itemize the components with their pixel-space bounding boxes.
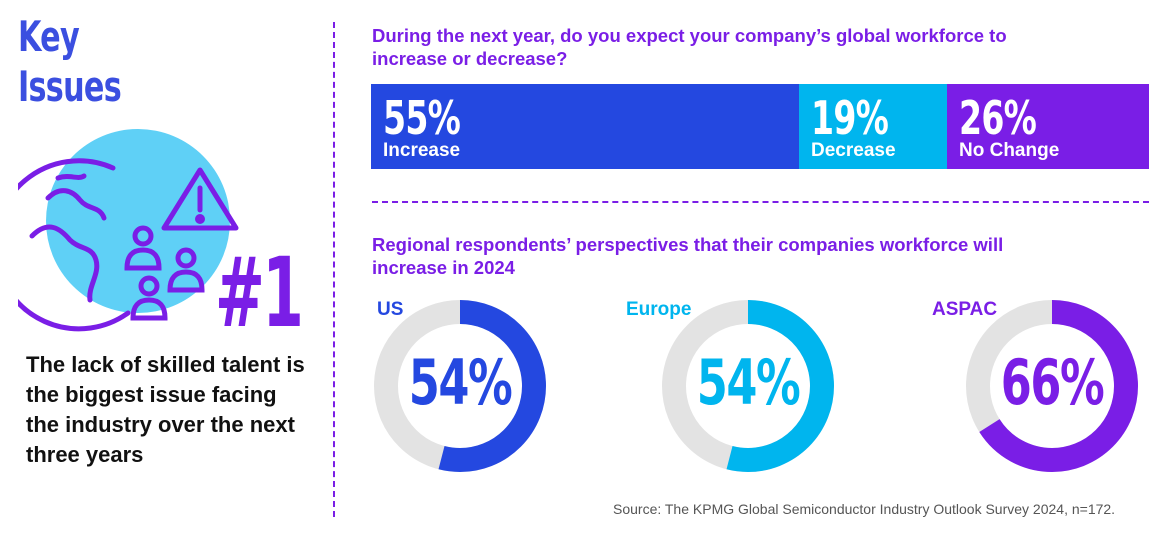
donut-value-label: 54%	[696, 346, 801, 419]
donut-arc-europe	[662, 300, 834, 472]
key-issue-statement: The lack of skilled talent is the bigges…	[26, 352, 305, 467]
title-line-1: Key	[18, 12, 80, 61]
bar-value-label: 55%	[383, 91, 461, 145]
donut-chart-europe: 54%	[658, 296, 838, 476]
page-title: Key Issues	[18, 12, 122, 112]
donut-arc-us	[374, 300, 546, 472]
rank-number: #1	[215, 237, 304, 349]
warning-icon	[161, 167, 239, 231]
title-line-2: Issues	[18, 62, 122, 111]
region-label-us: US	[377, 299, 404, 320]
donut-chart-us: 54%	[370, 296, 550, 476]
bar-category-label: No Change	[959, 140, 1060, 161]
workforce-stacked-bar: 55% Increase 19% Decrease 26% No Change	[371, 84, 1149, 169]
bar-category-label: Increase	[383, 140, 461, 161]
region-label-aspac: ASPAC	[932, 299, 998, 320]
horizontal-divider	[372, 201, 1149, 203]
donut-value-label: 54%	[408, 346, 513, 419]
source-note: Source: The KPMG Global Semiconductor In…	[613, 501, 1116, 517]
bar-value-label: 19%	[811, 91, 889, 145]
bar-segment-increase: 55% Increase	[371, 84, 799, 169]
region-label-europe: Europe	[626, 299, 692, 320]
bar-segment-no-change: 26% No Change	[947, 84, 1149, 169]
bar-category-label: Decrease	[811, 140, 896, 161]
question-2-heading: Regional respondents’ perspectives that …	[372, 234, 1004, 278]
globe-icon	[18, 158, 131, 332]
bar-value-label: 26%	[959, 91, 1037, 145]
bar-segment-decrease: 19% Decrease	[799, 84, 947, 169]
vertical-divider	[333, 22, 335, 517]
donut-chart-aspac: 66%	[962, 296, 1142, 476]
question-1-heading: During the next year, do you expect your…	[372, 25, 1007, 69]
donut-arc-aspac	[966, 300, 1138, 472]
donut-value-label: 66%	[1000, 346, 1105, 419]
key-issue-illustration	[18, 129, 239, 332]
people-icon	[124, 225, 205, 321]
